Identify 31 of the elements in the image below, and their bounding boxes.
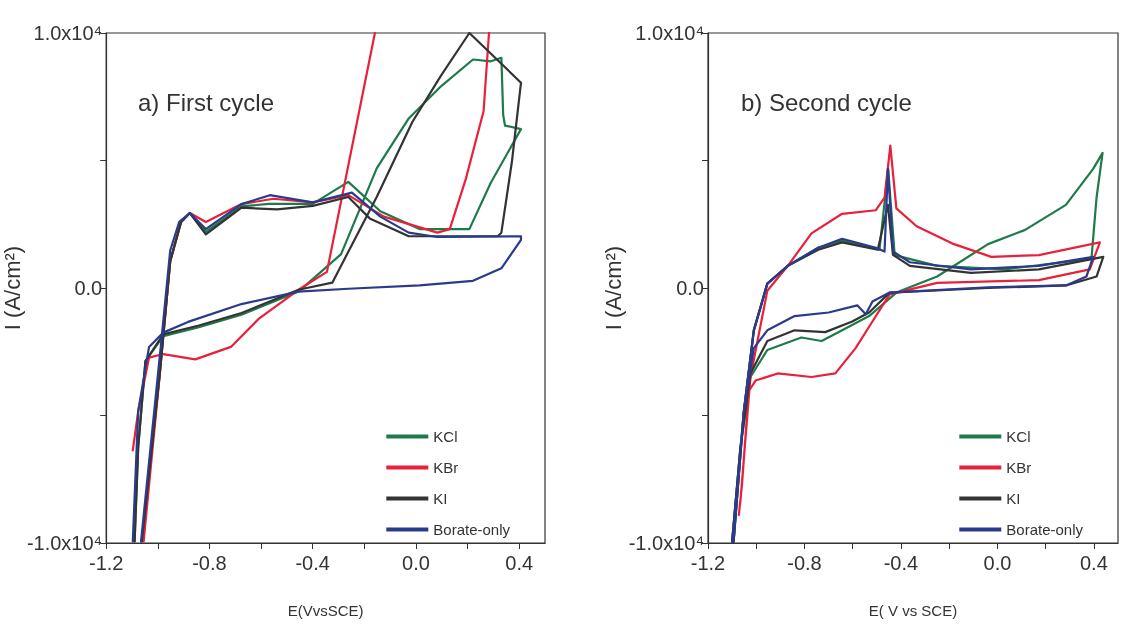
x-tick-label: 0.4 [1079, 552, 1108, 574]
y-tick-label: 0.0 [676, 277, 704, 299]
x-tick-label: -0.4 [295, 552, 330, 574]
y-tick-label: 1.0x10⁴ [33, 22, 103, 44]
y-axis-title: I (A/cm²) [601, 245, 627, 331]
text: b) Second cycle [741, 88, 912, 116]
legend-label: KCl [433, 428, 458, 445]
y-tick-label: -1.0x10⁴ [26, 532, 103, 554]
legend-label: KI [1006, 490, 1021, 507]
y-tick-label: -1.0x10⁴ [628, 532, 704, 554]
legend-label: KCl [1006, 428, 1031, 445]
x-axis-title: E(VvsSCE) [287, 602, 364, 619]
x-axis-title: E( V vs SCE) [868, 602, 958, 619]
x-tick-label: -0.8 [787, 552, 822, 574]
x-tick-label: -0.8 [192, 552, 227, 574]
y-tick-label: 1.0x10⁴ [635, 22, 704, 44]
legend-label: KI [433, 490, 448, 507]
x-tick-label: 0.4 [505, 552, 534, 574]
x-tick-label: -0.4 [883, 552, 919, 574]
text: a) First cycle [138, 88, 275, 116]
y-axis-title: I (A/cm²) [0, 245, 25, 331]
x-tick-label: 0.0 [983, 552, 1012, 574]
legend-label: KBr [1006, 459, 1032, 476]
x-tick-label: -1.2 [88, 552, 124, 574]
y-tick-label: 0.0 [74, 277, 103, 299]
x-tick-label: -1.2 [690, 552, 726, 574]
legend-label: Borate-only [433, 521, 511, 538]
legend-label: KBr [433, 459, 459, 476]
legend-label: Borate-only [1006, 521, 1084, 538]
line-series [131, 191, 523, 543]
x-tick-label: 0.0 [402, 552, 430, 574]
